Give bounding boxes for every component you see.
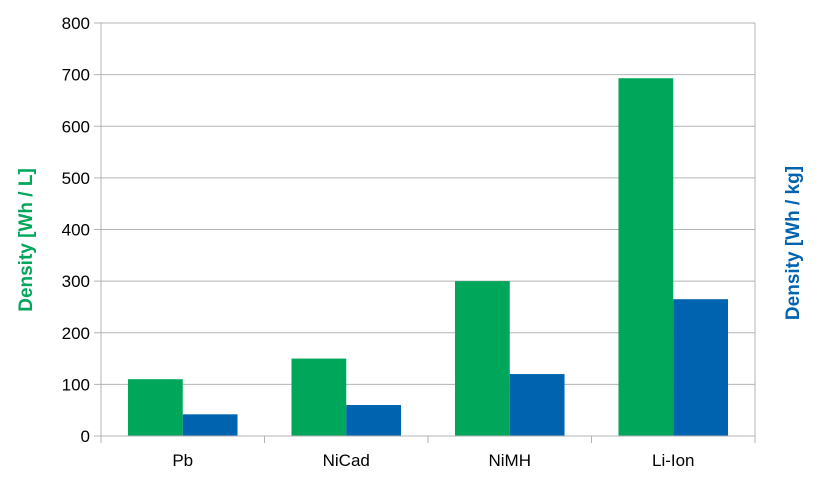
bar-gravimetric-nimh bbox=[509, 374, 565, 436]
x-tick-labels: Pb NiCad NiMH Li-Ion bbox=[172, 451, 694, 470]
x-tick-label: NiMH bbox=[489, 451, 532, 470]
y-axis-title-right: Density [Wh / kg] bbox=[783, 166, 804, 320]
bar-gravimetric-li-ion bbox=[673, 299, 729, 436]
y-tick-label: 100 bbox=[62, 375, 90, 394]
bars-group bbox=[127, 78, 729, 437]
bar-volumetric-nicad bbox=[291, 358, 347, 436]
y-tick-label: 400 bbox=[62, 221, 90, 240]
y-axis-title-left: Density [Wh / L] bbox=[16, 168, 37, 312]
bar-volumetric-nimh bbox=[454, 281, 510, 436]
x-tick-label: Pb bbox=[172, 451, 193, 470]
bar-gravimetric-nicad bbox=[346, 405, 402, 436]
y-tick-label: 600 bbox=[62, 117, 90, 136]
bar-volumetric-li-ion bbox=[618, 78, 674, 437]
x-tick-label: Li-Ion bbox=[652, 451, 695, 470]
bar-gravimetric-pb bbox=[182, 414, 238, 436]
y-tick-label: 0 bbox=[81, 427, 90, 446]
y-tick-label: 700 bbox=[62, 66, 90, 85]
y-tick-labels: 0 100 200 300 400 500 600 700 800 bbox=[62, 14, 90, 446]
x-tick-label: NiCad bbox=[323, 451, 370, 470]
y-tick-label: 200 bbox=[62, 324, 90, 343]
y-tick-label: 300 bbox=[62, 272, 90, 291]
y-tick-label: 800 bbox=[62, 14, 90, 33]
bar-volumetric-pb bbox=[127, 379, 183, 436]
y-tick-label: 500 bbox=[62, 169, 90, 188]
